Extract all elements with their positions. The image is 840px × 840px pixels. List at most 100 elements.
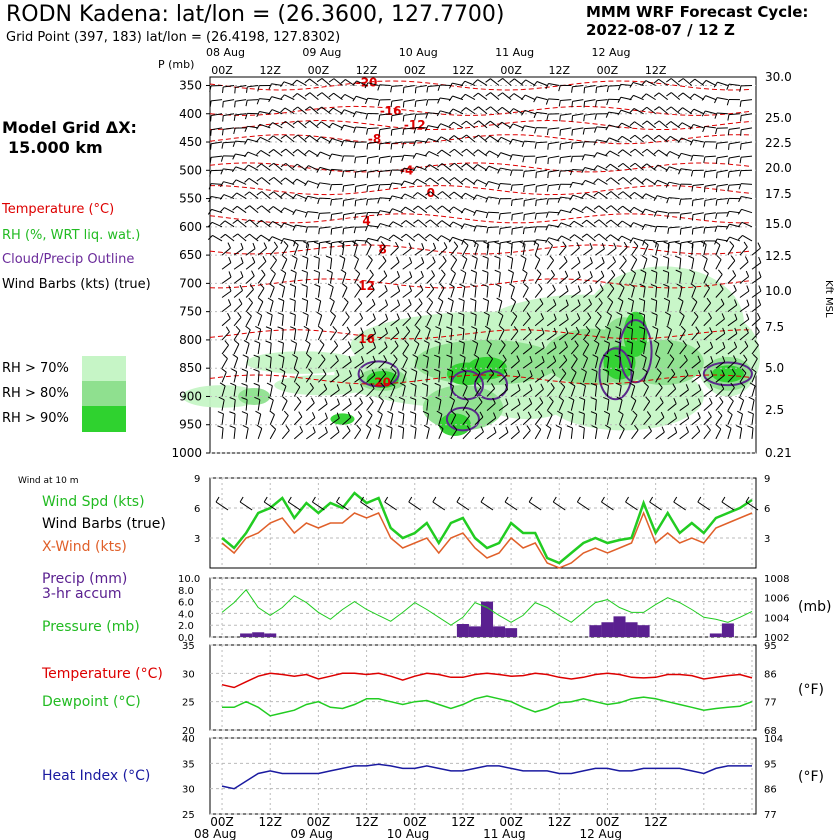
wind-barb-feather bbox=[545, 237, 550, 244]
wind-barb-feather bbox=[574, 340, 579, 346]
wind-barb bbox=[283, 222, 295, 228]
pressure-tick-label-right: 1004 bbox=[764, 613, 789, 624]
wind-barb bbox=[610, 205, 620, 214]
temp-tick-right: 68 bbox=[764, 726, 777, 737]
wind-barb-feather bbox=[605, 124, 610, 131]
wind-barb-feather bbox=[401, 155, 405, 162]
wind-barb bbox=[667, 258, 670, 270]
wind-barb bbox=[415, 113, 427, 115]
wind-barb bbox=[583, 276, 593, 284]
wind-barb-feather bbox=[739, 85, 742, 92]
wind-barb-feather bbox=[396, 256, 400, 263]
wind-barb-feather bbox=[517, 398, 521, 405]
wind-barb-feather bbox=[617, 122, 623, 128]
wind-barb-feather bbox=[690, 155, 694, 162]
wind-barb-feather bbox=[606, 311, 612, 316]
wind-barb-feather bbox=[279, 368, 286, 373]
wind-barb-feather bbox=[639, 326, 645, 330]
wind-barb bbox=[667, 272, 670, 284]
wind-barb-feather bbox=[378, 114, 381, 121]
wind-barb bbox=[741, 141, 753, 145]
wind-barb-feather bbox=[738, 183, 742, 190]
wind-barb bbox=[366, 374, 376, 383]
wind-barb-feather bbox=[413, 339, 420, 345]
wind-barb-feather bbox=[654, 106, 660, 111]
wind-barb bbox=[233, 262, 244, 270]
date-label-bottom: 08 Aug bbox=[194, 827, 237, 840]
wind-barb-feather bbox=[370, 383, 375, 389]
wind-barb bbox=[680, 168, 692, 171]
wind-barb bbox=[403, 154, 415, 157]
wind-barb-feather bbox=[460, 80, 466, 87]
wind-barb bbox=[441, 149, 452, 157]
wind-barb-feather bbox=[292, 354, 298, 359]
wind-barb-feather bbox=[434, 368, 441, 372]
wind-barb bbox=[224, 220, 235, 228]
wind-barb-feather bbox=[292, 163, 298, 169]
wind-barb bbox=[740, 99, 753, 102]
wind-barb bbox=[741, 195, 753, 200]
wind-barb-feather bbox=[232, 153, 236, 160]
wind-barb-feather bbox=[209, 85, 212, 92]
wind-barb bbox=[741, 127, 753, 131]
wind-barb-feather bbox=[497, 121, 503, 127]
wind-barb-feather bbox=[465, 410, 470, 417]
wind-barb-feather bbox=[605, 205, 612, 210]
wind-barb bbox=[281, 314, 284, 326]
wind-barb bbox=[572, 99, 584, 102]
wind-barb-feather bbox=[605, 234, 611, 239]
wind-barb-feather bbox=[348, 384, 352, 391]
surface-wind-barb bbox=[432, 501, 446, 511]
wind-barb-feather bbox=[617, 410, 624, 415]
wind-barb bbox=[245, 262, 256, 270]
wind-barb bbox=[273, 149, 283, 157]
wind-barb-feather bbox=[268, 122, 273, 128]
wind-barb bbox=[512, 226, 524, 230]
wind-barb bbox=[320, 136, 331, 143]
wind-barb-feather bbox=[417, 311, 422, 318]
wind-barb bbox=[416, 178, 428, 185]
rh-80-label: RH > 80% bbox=[2, 386, 69, 401]
wind-barb-feather bbox=[747, 411, 754, 415]
wind-barb bbox=[703, 273, 709, 284]
wind-barb bbox=[247, 151, 259, 157]
wind-barb bbox=[596, 139, 608, 143]
wind-barb-feather bbox=[548, 396, 554, 402]
wind-barb-feather bbox=[587, 312, 592, 318]
wind-barb-feather bbox=[714, 238, 718, 245]
wind-barb bbox=[452, 95, 464, 101]
wind-barb-feather bbox=[709, 341, 714, 348]
wind-barb-feather bbox=[593, 126, 597, 133]
wind-barb bbox=[546, 259, 555, 270]
wind-barb bbox=[211, 183, 223, 185]
wind-barb-feather bbox=[389, 169, 393, 176]
wind-barb-feather bbox=[412, 165, 417, 172]
surface-wind-barb bbox=[601, 501, 614, 511]
wind-barb bbox=[655, 258, 659, 270]
wind-barb-feather bbox=[629, 222, 634, 228]
wind-barb bbox=[453, 135, 464, 143]
wind-barb bbox=[679, 315, 685, 326]
wind-barb-feather bbox=[353, 240, 357, 247]
wind-barb bbox=[309, 78, 319, 86]
wind-barb bbox=[658, 134, 668, 143]
temp-tick-left: 30 bbox=[182, 669, 195, 680]
wind-barb-feather bbox=[254, 396, 261, 401]
surface-wind-barb-feather bbox=[697, 496, 702, 503]
wind-barb-feather bbox=[569, 220, 575, 226]
wind-barb bbox=[450, 286, 455, 298]
wind-barb bbox=[728, 169, 741, 173]
wind-barb bbox=[354, 288, 362, 298]
wind-barb bbox=[269, 300, 274, 312]
wind-barb bbox=[510, 330, 519, 341]
wind-barb bbox=[546, 374, 556, 383]
wind-barb bbox=[667, 403, 677, 411]
time-hour-label-bottom: 00Z bbox=[403, 815, 427, 829]
surface-wind-barb-feather bbox=[504, 496, 509, 503]
wind-barb bbox=[367, 155, 379, 159]
wind-barb-feather bbox=[400, 180, 405, 187]
wind-barb bbox=[739, 332, 749, 341]
wind-barb-feather bbox=[560, 382, 566, 388]
wind-barb bbox=[619, 314, 623, 326]
wind-barb-feather bbox=[545, 211, 549, 218]
